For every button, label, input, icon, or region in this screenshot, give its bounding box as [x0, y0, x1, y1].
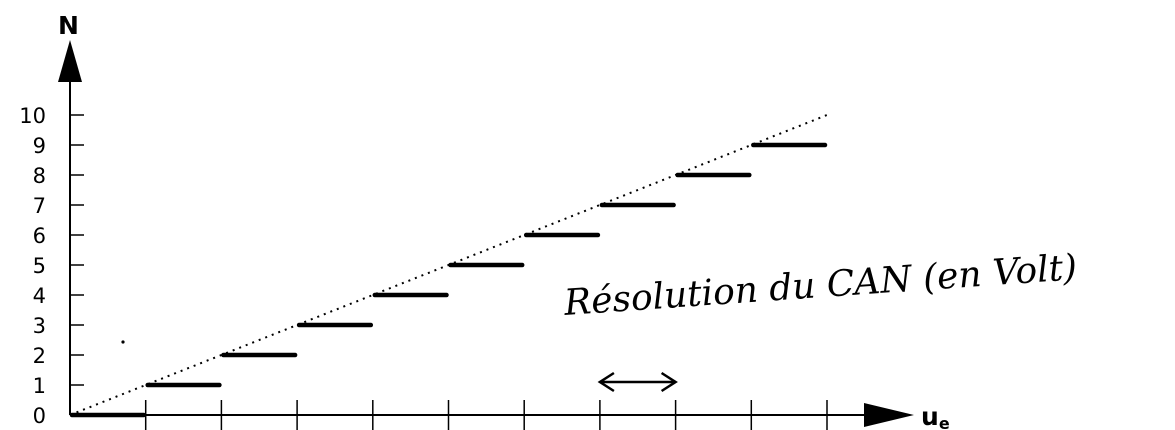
- x-axis-title-main: u: [921, 402, 939, 430]
- y-tick-label: 2: [33, 344, 46, 368]
- y-tick-label: 9: [33, 134, 46, 158]
- axes: [58, 40, 914, 427]
- y-tick-label: 8: [33, 164, 46, 188]
- y-axis-title: N: [58, 11, 79, 40]
- y-tick-label: 4: [33, 284, 46, 308]
- y-tick-label: 7: [33, 194, 46, 218]
- arrow-head-left: [597, 371, 615, 393]
- x-axis-title: ue: [921, 402, 950, 430]
- x-axis-title-sub: e: [939, 414, 950, 430]
- y-tick-label: 6: [33, 224, 46, 248]
- resolution-annotation: Résolution du CAN (en Volt): [562, 247, 1079, 324]
- y-tick-label: 5: [33, 254, 46, 278]
- marks: [69, 114, 828, 418]
- y-tick-label: 3: [33, 314, 46, 338]
- y-axis-arrowhead: [58, 40, 82, 82]
- y-ticks: 0 1 2 3 4 5 6 7 8 9 10: [19, 104, 84, 428]
- y-tick-label: 0: [33, 404, 46, 428]
- y-tick-label: 1: [33, 374, 46, 398]
- resolution-arrow: [597, 371, 678, 393]
- stray-dot: [121, 340, 125, 344]
- arrow-head-right: [660, 371, 678, 393]
- y-tick-label: 10: [19, 104, 46, 128]
- x-axis-arrowhead: [864, 403, 914, 427]
